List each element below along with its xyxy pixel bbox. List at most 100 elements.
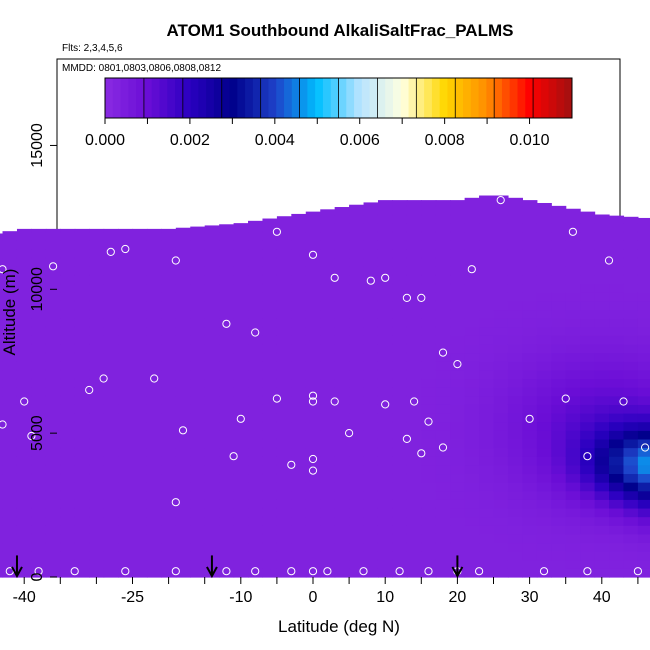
heatmap-cell bbox=[175, 525, 191, 535]
heatmap-cell bbox=[479, 507, 495, 518]
heatmap-cell bbox=[551, 205, 567, 216]
heatmap-cell bbox=[0, 343, 4, 354]
heatmap-cell bbox=[637, 473, 650, 483]
heatmap-cell bbox=[103, 257, 119, 267]
heatmap-cell bbox=[219, 473, 235, 483]
heatmap-cell bbox=[522, 231, 538, 241]
heatmap-cell bbox=[305, 257, 321, 267]
heatmap-cell bbox=[450, 482, 466, 492]
heatmap-layer bbox=[0, 195, 650, 578]
heatmap-cell bbox=[204, 343, 220, 354]
heatmap-cell bbox=[291, 559, 307, 569]
heatmap-cell bbox=[89, 516, 105, 526]
heatmap-cell bbox=[479, 266, 495, 276]
heatmap-cell bbox=[507, 369, 523, 380]
heatmap-cell bbox=[349, 438, 365, 449]
heatmap-cell bbox=[392, 559, 408, 569]
heatmap-cell bbox=[551, 266, 567, 276]
heatmap-cell bbox=[31, 559, 47, 569]
chart-title: ATOM1 Southbound AlkaliSaltFrac_PALMS bbox=[167, 21, 514, 40]
heatmap-cell bbox=[464, 197, 480, 207]
heatmap-cell bbox=[161, 464, 177, 475]
heatmap-cell bbox=[190, 249, 206, 259]
heatmap-cell bbox=[45, 516, 61, 526]
heatmap-cell bbox=[60, 300, 76, 311]
heatmap-cell bbox=[118, 533, 134, 544]
heatmap-cell bbox=[349, 231, 365, 241]
heatmap-cell bbox=[118, 369, 134, 380]
heatmap-cell bbox=[118, 228, 134, 233]
heatmap-cell bbox=[377, 490, 394, 500]
heatmap-cell bbox=[89, 231, 105, 241]
data-point bbox=[583, 567, 592, 576]
heatmap-cell bbox=[609, 516, 625, 526]
heatmap-cell bbox=[507, 378, 523, 388]
data-point bbox=[323, 567, 332, 576]
heatmap-cell bbox=[637, 525, 650, 535]
heatmap-cell bbox=[161, 240, 177, 250]
heatmap-cell bbox=[60, 447, 76, 457]
heatmap-cell bbox=[507, 473, 523, 483]
heatmap-cell bbox=[118, 516, 134, 526]
heatmap-cell bbox=[551, 257, 567, 267]
heatmap-cell bbox=[421, 240, 437, 250]
heatmap-cell bbox=[146, 438, 162, 449]
heatmap-cell bbox=[305, 352, 321, 362]
heatmap-cell bbox=[305, 318, 321, 328]
heatmap-cell bbox=[363, 292, 379, 302]
heatmap-cell bbox=[406, 507, 422, 518]
heatmap-cell bbox=[305, 568, 321, 578]
heatmap-cell bbox=[0, 361, 4, 371]
data-point bbox=[525, 414, 534, 423]
heatmap-cell bbox=[479, 430, 495, 440]
heatmap-cell bbox=[320, 378, 336, 388]
heatmap-cell bbox=[132, 249, 148, 259]
heatmap-cell bbox=[580, 430, 596, 440]
heatmap-cell bbox=[132, 456, 148, 466]
heatmap-cell bbox=[60, 464, 76, 475]
heatmap-cell bbox=[377, 499, 394, 509]
heatmap-cell bbox=[2, 559, 18, 569]
heatmap-cell bbox=[276, 335, 292, 345]
heatmap-cell bbox=[0, 447, 4, 457]
heatmap-cell bbox=[291, 438, 307, 449]
heatmap-cell bbox=[551, 551, 567, 561]
heatmap-cell bbox=[551, 343, 567, 354]
heatmap-cell bbox=[291, 274, 307, 285]
heatmap-cell bbox=[637, 292, 650, 302]
heatmap-cell bbox=[291, 551, 307, 561]
heatmap-cell bbox=[305, 404, 321, 414]
heatmap-cell bbox=[74, 369, 90, 380]
heatmap-cell bbox=[507, 283, 523, 293]
heatmap-cell bbox=[609, 378, 625, 388]
heatmap-cell bbox=[637, 335, 650, 345]
heatmap-cell bbox=[406, 482, 422, 492]
heatmap-cell bbox=[0, 507, 4, 518]
heatmap-cell bbox=[464, 335, 480, 345]
heatmap-cell bbox=[146, 395, 162, 405]
heatmap-cell bbox=[320, 223, 336, 233]
heatmap-cell bbox=[16, 318, 33, 328]
heatmap-cell bbox=[594, 257, 610, 267]
heatmap-cell bbox=[334, 551, 350, 561]
heatmap-cell bbox=[175, 438, 191, 449]
heatmap-cell bbox=[276, 240, 292, 250]
heatmap-cell bbox=[464, 369, 480, 380]
heatmap-cell bbox=[406, 335, 422, 345]
heatmap-cell bbox=[565, 208, 581, 216]
heatmap-cell bbox=[623, 490, 639, 500]
heatmap-cell bbox=[60, 559, 76, 569]
heatmap-cell bbox=[493, 447, 509, 457]
heatmap-cell bbox=[392, 551, 408, 561]
heatmap-cell bbox=[536, 292, 552, 302]
heatmap-cell bbox=[464, 525, 480, 535]
heatmap-cell bbox=[609, 283, 625, 293]
heatmap-cell bbox=[161, 482, 177, 492]
heatmap-cell bbox=[175, 507, 191, 518]
heatmap-cell bbox=[305, 551, 321, 561]
heatmap-cell bbox=[175, 542, 191, 552]
heatmap-cell bbox=[320, 266, 336, 276]
heatmap-cell bbox=[175, 413, 191, 423]
heatmap-cell bbox=[175, 343, 191, 354]
heatmap-cell bbox=[248, 499, 264, 509]
